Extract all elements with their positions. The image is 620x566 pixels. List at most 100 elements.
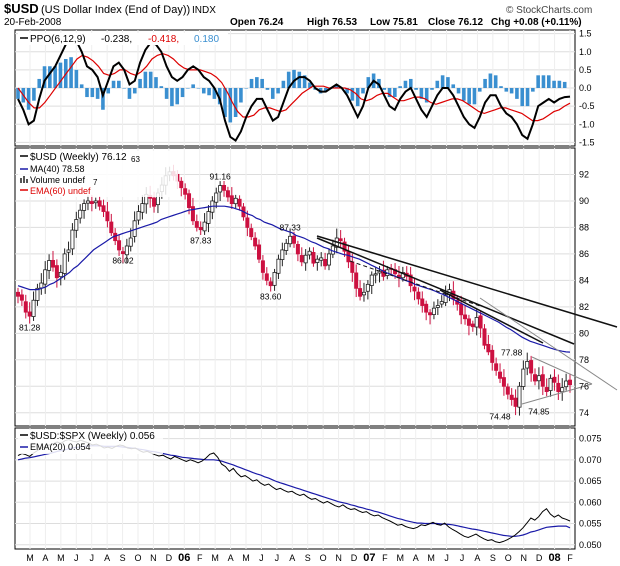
ma-legend: MA(40) 78.58 bbox=[30, 164, 85, 174]
price-candle bbox=[459, 303, 464, 316]
ppo-histogram-bar bbox=[562, 81, 567, 88]
ppo-histogram-bar bbox=[58, 62, 63, 88]
ppo-histogram-bar bbox=[408, 78, 413, 88]
price-candle bbox=[152, 197, 157, 207]
ppo-histogram-bar bbox=[324, 88, 328, 92]
ppo-histogram-bar bbox=[361, 88, 365, 94]
x-tick-label: N bbox=[335, 553, 342, 563]
ppo-histogram-bar bbox=[53, 66, 57, 88]
x-tick-label: 06 bbox=[178, 552, 190, 564]
price-candle bbox=[560, 387, 565, 393]
price-candle bbox=[416, 291, 421, 300]
price-candle bbox=[187, 193, 192, 208]
price-candle bbox=[466, 318, 471, 326]
price-candle bbox=[179, 180, 184, 189]
ppo-histogram-bar bbox=[281, 80, 286, 88]
price-candle bbox=[74, 219, 79, 231]
ppo-histogram-bar bbox=[244, 88, 249, 89]
trendline-channel-gray bbox=[479, 297, 618, 391]
price-candle bbox=[358, 288, 363, 297]
trendline-steep bbox=[439, 289, 544, 344]
price-annotation: 91.16 bbox=[210, 172, 232, 182]
ratio-legend: $USD:$SPX (Weekly) 0.056 EMA(20) 0.054 bbox=[18, 430, 163, 454]
price-candle bbox=[494, 363, 499, 371]
ratio-legend-label: $USD:$SPX (Weekly) 0.056 bbox=[30, 431, 155, 442]
x-tick-label: A bbox=[413, 553, 419, 563]
price-candle bbox=[544, 387, 549, 392]
ppo-histogram-bar bbox=[446, 77, 450, 88]
ppo-ytick-label: -0.5 bbox=[579, 101, 595, 111]
x-tick-label: O bbox=[134, 553, 141, 563]
ppo-histogram-bar bbox=[127, 88, 132, 99]
price-candle bbox=[326, 253, 331, 266]
price-candle bbox=[369, 274, 374, 286]
price-candle bbox=[517, 385, 522, 408]
ppo-histogram-bar bbox=[393, 88, 397, 98]
price-candle bbox=[342, 241, 347, 252]
close-value: Close 76.12 bbox=[428, 17, 483, 28]
price-candle bbox=[361, 291, 366, 296]
price-candle bbox=[194, 221, 199, 228]
trendline-dashed bbox=[349, 260, 481, 307]
ratio-ytick-label: 0.060 bbox=[579, 497, 602, 507]
ppo-histogram-bar bbox=[355, 88, 360, 107]
ma40-line bbox=[17, 205, 571, 353]
ppo-histogram-bar bbox=[148, 71, 153, 88]
ppo-histogram-bar bbox=[217, 88, 222, 105]
x-tick-label: M bbox=[242, 553, 250, 563]
x-tick-label: F bbox=[382, 553, 388, 563]
price-candle bbox=[435, 305, 440, 308]
ppo-histogram-bar bbox=[456, 88, 461, 94]
ppo-histogram-bar bbox=[191, 84, 195, 88]
price-candle bbox=[295, 243, 300, 255]
price-candle bbox=[319, 257, 324, 261]
price-candle bbox=[89, 201, 94, 205]
price-candle bbox=[350, 261, 355, 273]
price-candle bbox=[529, 360, 534, 374]
price-candle bbox=[206, 211, 211, 224]
ppo-histogram-bar bbox=[111, 80, 116, 88]
price-annotation: 87.83 bbox=[190, 236, 212, 246]
x-axis: M A M J J A S O N D 06 F M A M J J A S O N D 07 F M A M J J A S O N D 08 F bbox=[26, 552, 573, 564]
ppo-histogram-bar bbox=[366, 77, 371, 88]
price-candle bbox=[505, 386, 510, 395]
price-annotation: 74.85 bbox=[528, 407, 550, 417]
price-candle bbox=[307, 250, 312, 256]
ppo-histogram-bar bbox=[467, 88, 471, 105]
ppo-histogram-bar bbox=[90, 88, 95, 98]
ppo-histogram-bar bbox=[196, 88, 201, 89]
x-tick-label: S bbox=[490, 553, 496, 563]
x-tick-label: A bbox=[104, 553, 110, 563]
ppo-histogram-bar bbox=[398, 86, 402, 88]
trendline-middle bbox=[316, 237, 575, 345]
ratio-ytick-label: 0.075 bbox=[579, 434, 602, 444]
x-tick-label: J bbox=[89, 553, 94, 563]
price-candle bbox=[229, 195, 234, 204]
price-candle bbox=[400, 272, 405, 279]
ppo-ytick-label: 0.5 bbox=[579, 65, 592, 75]
wedge-top bbox=[531, 356, 593, 385]
price-candle bbox=[540, 374, 545, 387]
ppo-histogram-bar bbox=[159, 86, 164, 88]
ppo-histogram-bar bbox=[414, 88, 418, 90]
price-candle bbox=[564, 380, 569, 388]
ppo-histogram-bar bbox=[255, 77, 259, 88]
price-candle bbox=[19, 294, 24, 301]
x-tick-label: M bbox=[26, 553, 34, 563]
price-ytick-label: 86 bbox=[579, 249, 589, 259]
price-annotation: 87.33 bbox=[279, 222, 301, 232]
x-tick-label: 07 bbox=[363, 552, 375, 564]
ppo-histogram-bar bbox=[488, 73, 493, 88]
price-annotation: 86.02 bbox=[112, 256, 134, 266]
ppo-histogram-bar bbox=[180, 88, 185, 98]
price-candle bbox=[85, 200, 90, 204]
ppo-histogram-bar bbox=[308, 82, 312, 88]
ppo-histogram-bar bbox=[106, 88, 111, 94]
price-candle bbox=[525, 360, 530, 369]
price-candle bbox=[39, 282, 44, 289]
price-candle bbox=[245, 217, 250, 228]
price-annotations: 81.28 86.02 91.16 87.83 83.60 87.33 77.88 74.48… bbox=[19, 172, 550, 422]
ppo-histogram-bar bbox=[212, 88, 217, 99]
price-candle bbox=[323, 258, 328, 267]
ppo-histogram-bar bbox=[186, 88, 190, 89]
